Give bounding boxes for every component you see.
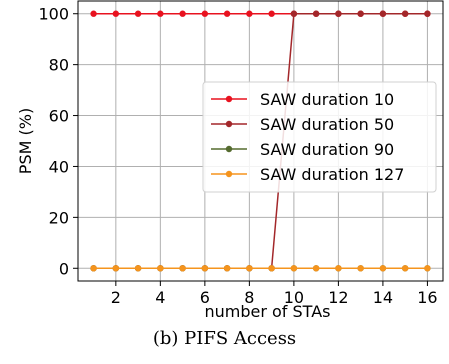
- data-point: [134, 10, 142, 17]
- axis-ticks: 2 4 6 8 10 12 14 16 0 20 40 60 80 100: [38, 5, 437, 307]
- data-point: [290, 265, 298, 272]
- series-4: [90, 265, 431, 272]
- x-tick-label: 4: [155, 288, 165, 307]
- data-point: [90, 10, 97, 17]
- x-tick-label: 14: [373, 288, 393, 307]
- data-point: [223, 265, 231, 272]
- legend-label: SAW duration 90: [260, 140, 394, 159]
- x-tick-label: 6: [200, 288, 210, 307]
- data-point: [268, 10, 275, 17]
- series-layer: [90, 10, 431, 272]
- y-tick-label: 40: [49, 157, 69, 176]
- x-axis-label: number of STAs: [204, 302, 330, 321]
- legend-label: SAW duration 10: [260, 90, 394, 109]
- data-point: [312, 265, 320, 272]
- legend-label: SAW duration 50: [260, 115, 394, 134]
- data-point: [312, 10, 320, 17]
- data-point: [179, 10, 186, 17]
- data-point: [157, 10, 164, 17]
- data-point: [201, 265, 209, 272]
- data-point: [157, 265, 164, 272]
- legend-swatch-marker: [225, 95, 233, 103]
- x-tick-label: 12: [328, 288, 348, 307]
- x-tick-label: 10: [284, 288, 304, 307]
- y-tick-label: 80: [49, 56, 69, 75]
- y-tick-label: 60: [49, 107, 69, 126]
- data-point: [90, 265, 97, 272]
- data-point: [379, 10, 387, 17]
- data-point: [401, 265, 409, 272]
- data-point: [290, 10, 298, 17]
- x-tick-label: 2: [111, 288, 121, 307]
- data-point: [357, 265, 364, 272]
- figure-caption: (b) PIFS Access: [152, 328, 297, 349]
- data-point: [379, 265, 387, 272]
- legend-box: [202, 81, 437, 193]
- data-point: [201, 10, 209, 17]
- data-point: [401, 10, 409, 17]
- data-point: [134, 265, 142, 272]
- legend-swatch-marker: [225, 145, 233, 153]
- legend-swatch-marker: [225, 170, 233, 178]
- data-point: [179, 265, 186, 272]
- x-tick-label: 8: [244, 288, 254, 307]
- data-point: [112, 265, 120, 272]
- plot-frame: [77, 0, 444, 282]
- y-tick-label: 100: [38, 5, 69, 24]
- y-tick-label: 0: [59, 259, 69, 278]
- data-point: [223, 10, 231, 17]
- y-tick-label: 20: [49, 208, 69, 227]
- data-point: [424, 10, 431, 17]
- data-point: [424, 265, 431, 272]
- data-point: [335, 10, 342, 17]
- legend: SAW duration 10 SAW duration 50 SAW durati…: [202, 81, 437, 193]
- x-tick-label: 16: [417, 288, 437, 307]
- data-point: [357, 10, 364, 17]
- y-axis-label: PSM (%): [16, 108, 35, 174]
- data-point: [246, 10, 253, 17]
- legend-swatch-marker: [225, 120, 233, 128]
- legend-label: SAW duration 127: [260, 165, 404, 184]
- data-point: [268, 265, 275, 272]
- data-point: [246, 265, 253, 272]
- data-point: [112, 10, 120, 17]
- data-point: [335, 265, 342, 272]
